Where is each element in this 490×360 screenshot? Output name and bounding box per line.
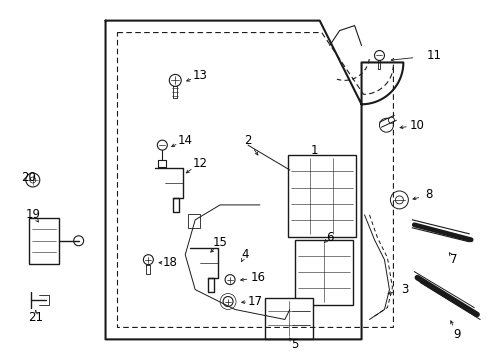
Text: 3: 3 <box>401 283 408 296</box>
Circle shape <box>395 196 403 204</box>
Text: 11: 11 <box>427 49 442 62</box>
Bar <box>188 214 200 228</box>
Text: 2: 2 <box>244 134 252 147</box>
Text: 20: 20 <box>22 171 36 184</box>
Circle shape <box>157 140 167 150</box>
Text: 15: 15 <box>213 236 227 249</box>
Circle shape <box>225 275 235 285</box>
Bar <box>295 240 353 305</box>
Text: 21: 21 <box>28 311 43 324</box>
Text: 9: 9 <box>453 328 461 341</box>
Circle shape <box>74 236 84 246</box>
Text: 5: 5 <box>291 338 298 351</box>
Text: 18: 18 <box>163 256 178 269</box>
Text: 1: 1 <box>311 144 318 157</box>
Circle shape <box>26 173 40 187</box>
Circle shape <box>30 177 36 183</box>
Text: 7: 7 <box>450 253 458 266</box>
Text: 8: 8 <box>426 188 433 202</box>
Text: 14: 14 <box>178 134 193 147</box>
Circle shape <box>144 255 153 265</box>
Bar <box>288 155 356 237</box>
Circle shape <box>379 118 393 132</box>
Bar <box>265 298 313 339</box>
Text: 6: 6 <box>326 231 333 244</box>
Text: 19: 19 <box>25 208 40 221</box>
Circle shape <box>391 191 408 209</box>
Circle shape <box>223 297 233 306</box>
Text: 16: 16 <box>250 271 266 284</box>
Circle shape <box>169 75 181 86</box>
Circle shape <box>389 117 394 123</box>
Text: 12: 12 <box>193 157 208 170</box>
Text: 17: 17 <box>247 295 263 308</box>
Text: 4: 4 <box>241 248 249 261</box>
Bar <box>29 218 59 264</box>
Circle shape <box>374 50 385 60</box>
Text: 10: 10 <box>410 119 425 132</box>
Text: 13: 13 <box>193 69 208 82</box>
